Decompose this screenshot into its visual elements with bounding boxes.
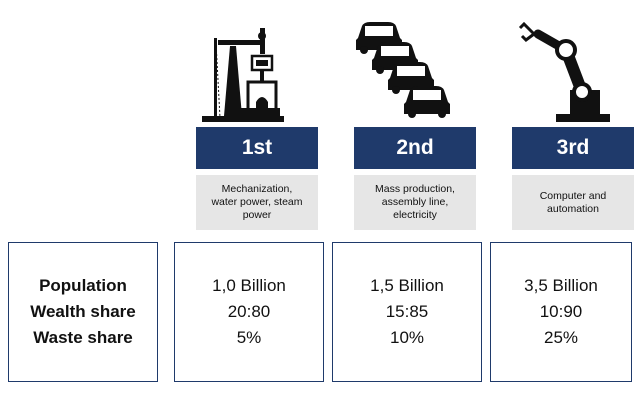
stage-label-3rd: 3rd	[512, 127, 634, 169]
description-line: water power, steam	[211, 196, 303, 208]
population-value: 1,5 Billion	[370, 276, 444, 295]
description-line: assembly line,	[381, 196, 449, 208]
population-label: Population	[39, 276, 127, 295]
description-line: automation	[547, 202, 599, 215]
waste-share-value: 25%	[543, 328, 579, 347]
description-line: electricity	[393, 209, 437, 221]
population-value: 1,0 Billion	[212, 276, 286, 295]
robot-arm-icon	[512, 12, 634, 132]
stage-stats-box-3rd: 3,5 Billion 10:90 25%	[490, 242, 632, 382]
description-line: Computer and	[539, 189, 607, 202]
stage-description-1st: Mechanization, water power, steam power	[196, 175, 318, 230]
stacked-cars-assembly-line-icon	[354, 12, 476, 132]
stage-description-3rd: Computer and automation	[512, 175, 634, 230]
stage-stats-box-2nd: 1,5 Billion 15:85 10%	[332, 242, 482, 382]
wealth-share-label: Wealth share	[30, 302, 136, 321]
wealth-share-value: 20:80	[227, 302, 271, 321]
row-labels-box: Population Wealth share Waste share	[8, 242, 158, 382]
oil-pump-steam-engine-icon	[196, 12, 318, 132]
description-line: Mechanization,	[221, 183, 293, 195]
waste-share-label: Waste share	[33, 328, 133, 347]
wealth-share-value: 15:85	[385, 302, 429, 321]
stage-description-2nd: Mass production, assembly line, electric…	[354, 175, 476, 230]
waste-share-value: 5%	[236, 328, 262, 347]
waste-share-value: 10%	[389, 328, 425, 347]
wealth-share-value: 10:90	[539, 302, 583, 321]
description-line: power	[242, 209, 272, 221]
stage-label-1st: 1st	[196, 127, 318, 169]
stage-label-2nd: 2nd	[354, 127, 476, 169]
stage-stats-box-1st: 1,0 Billion 20:80 5%	[174, 242, 324, 382]
population-value: 3,5 Billion	[524, 276, 598, 295]
description-line: Mass production,	[375, 183, 455, 195]
